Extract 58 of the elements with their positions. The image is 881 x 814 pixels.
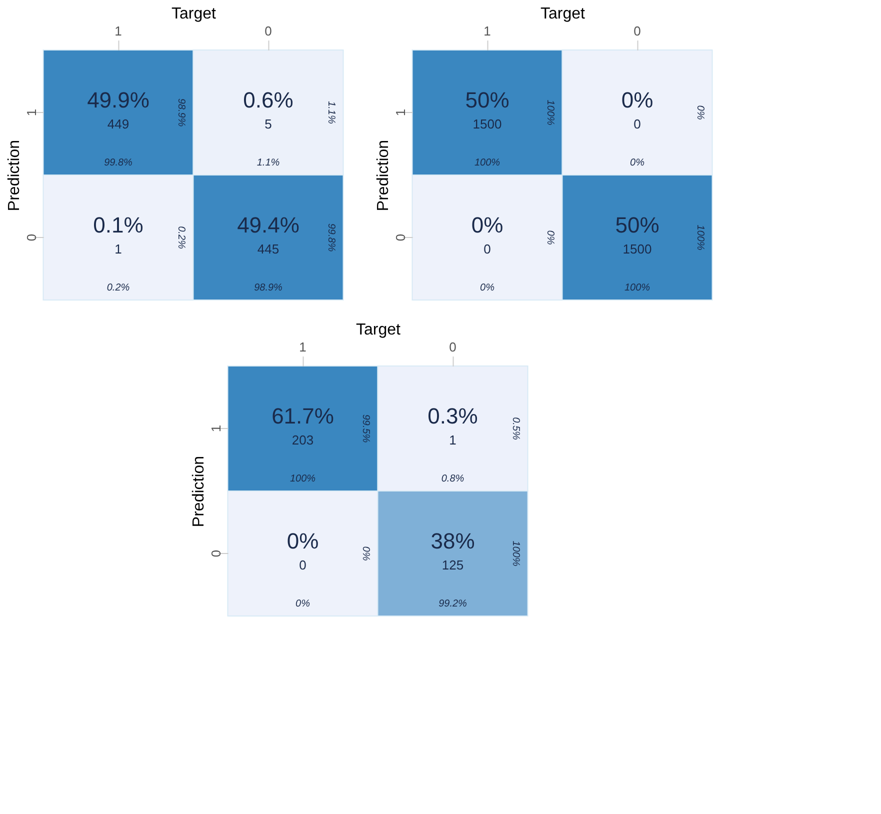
annotation: 100%: [624, 282, 650, 294]
annotation: 125: [442, 558, 464, 572]
annotation: 0: [634, 116, 641, 132]
annotation: 100%: [474, 158, 500, 168]
annotation: 445: [257, 242, 280, 256]
y-axis-title: Prediction: [374, 140, 392, 212]
annotation: 0.5%: [510, 417, 521, 440]
data-label: 49.4%: [237, 212, 300, 238]
annotation: 1.1%: [325, 101, 336, 124]
x-tick-label: 1: [114, 24, 122, 38]
annotation: 0%: [544, 230, 556, 245]
annotation: 98.9%: [175, 98, 186, 127]
data-label: 49.9%: [87, 88, 150, 112]
annotation: 0%: [296, 598, 310, 610]
annotation: 0%: [694, 105, 706, 120]
annotation: 0: [299, 558, 306, 572]
annotation: 99.2%: [438, 598, 468, 610]
x-axis-title: Target: [356, 322, 402, 338]
annotation: 0: [484, 242, 491, 256]
x-tick-label: 0: [634, 24, 641, 38]
annotation: 0%: [630, 158, 645, 168]
data-label: 0.1%: [93, 212, 144, 238]
data-label: 50%: [465, 88, 510, 112]
annotation: 0%: [360, 546, 371, 561]
annotation: 99.8%: [104, 158, 133, 168]
annotation: 203: [292, 432, 314, 448]
annotation: 100%: [694, 224, 706, 250]
annotation: 100%: [510, 540, 521, 566]
annotation: 98.9%: [254, 282, 283, 294]
annotation: 99.5%: [360, 414, 371, 443]
data-label: 0%: [621, 88, 654, 112]
x-axis-title: Target: [172, 6, 217, 22]
annotation: 0.2%: [106, 282, 130, 294]
annotation: 1: [449, 432, 456, 448]
annotation: 1.1%: [256, 158, 280, 168]
y-axis-title: Prediction: [190, 456, 208, 528]
data-label: 0%: [286, 528, 319, 554]
annotation: 0.8%: [441, 474, 464, 484]
annotation: 1: [114, 242, 122, 256]
annotation: 1500: [472, 116, 502, 132]
data-label: 0.6%: [243, 88, 294, 112]
annotation: 5: [264, 116, 272, 132]
data-label: 61.7%: [272, 404, 334, 428]
annotation: 1500: [622, 242, 652, 256]
annotation: 99.8%: [325, 223, 336, 252]
annotation: 449: [107, 116, 130, 132]
data-label: 50%: [615, 212, 660, 238]
data-label: 38%: [430, 528, 475, 554]
x-tick-label: 1: [484, 24, 491, 38]
data-label: 0.3%: [428, 404, 478, 428]
annotation: 0%: [480, 282, 495, 294]
data-label: 0%: [471, 212, 504, 238]
annotation: 100%: [290, 474, 316, 484]
annotation: 100%: [544, 100, 556, 126]
x-tick-label: 0: [264, 24, 272, 38]
x-axis-title: Target: [540, 6, 586, 22]
y-axis-title: Prediction: [6, 140, 23, 212]
annotation: 0.2%: [175, 226, 186, 250]
